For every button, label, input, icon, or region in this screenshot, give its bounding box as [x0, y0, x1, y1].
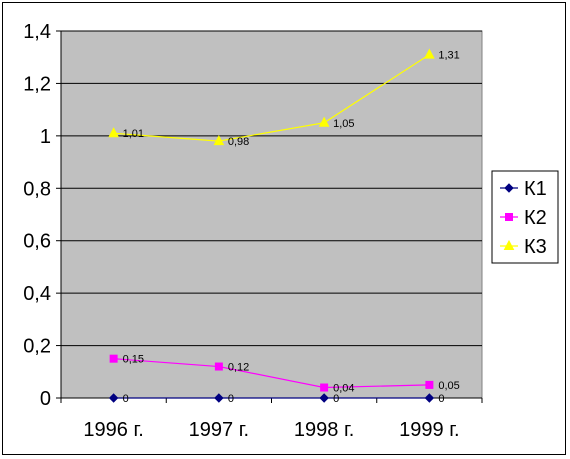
data-point-3: [108, 127, 119, 138]
data-point-1: [424, 393, 435, 403]
series-line-2: [113, 358, 430, 389]
x-tick-label: 1997 г.: [189, 419, 249, 441]
y-tick-label: 0,8: [23, 178, 51, 200]
data-point-2: [425, 380, 434, 389]
x-tick-label: 1999 г.: [399, 419, 459, 441]
data-point-1: [319, 393, 329, 403]
y-tick-label: 0,2: [23, 336, 51, 358]
data-label: 0,15: [123, 354, 144, 366]
plot-background: [60, 30, 483, 399]
legend-marker: [503, 239, 515, 250]
data-point-3: [213, 135, 225, 146]
data-point-3: [424, 48, 435, 59]
legend-marker: [504, 183, 514, 193]
y-tick-label: 1: [40, 126, 51, 148]
legend: К1 К2 К3: [491, 170, 559, 264]
data-label: 1,05: [333, 118, 354, 130]
axes: 0 0,2 0,4 0,6 0,8 1 1,2 1,4 1996 г. 1997 г. 1998 г…: [23, 21, 483, 441]
legend-label: К2: [524, 207, 547, 229]
series-line-3: [113, 54, 430, 142]
data-label: 0: [438, 393, 444, 405]
series-lines: [108, 48, 435, 403]
legend-label: К1: [524, 178, 547, 200]
y-tick-label: 0,6: [23, 231, 51, 253]
legend-label: К3: [524, 236, 547, 258]
data-point-2: [320, 383, 329, 392]
y-tick-label: 0: [40, 388, 51, 410]
data-label: 0,98: [228, 136, 249, 148]
data-point-2: [214, 362, 223, 371]
gridlines: [61, 30, 482, 347]
x-tick-label: 1996 г.: [83, 419, 143, 441]
data-label: 0: [333, 393, 339, 405]
data-point-1: [214, 393, 224, 403]
data-labels: 0 0 0 0 0,15 0,12 0,04 0,05 1,01 0,98 1,05 1,31: [123, 50, 460, 405]
plot-area: [60, 30, 483, 399]
y-tick-label: 1,4: [23, 21, 51, 43]
legend-marker: [505, 213, 513, 221]
data-label: 0,12: [228, 362, 249, 374]
data-point-1: [108, 393, 119, 403]
data-label: 0: [123, 393, 129, 405]
data-label: 0,05: [438, 380, 459, 392]
x-tick-label: 1998 г.: [294, 419, 354, 441]
data-label: 1,01: [123, 128, 144, 140]
data-label: 0,04: [333, 383, 354, 395]
data-point-3: [318, 116, 330, 127]
data-point-2: [109, 354, 118, 363]
data-label: 0: [228, 393, 234, 405]
y-tick-label: 0,4: [23, 283, 51, 305]
y-tick-label: 1,2: [23, 73, 51, 95]
data-label: 1,31: [438, 50, 459, 62]
